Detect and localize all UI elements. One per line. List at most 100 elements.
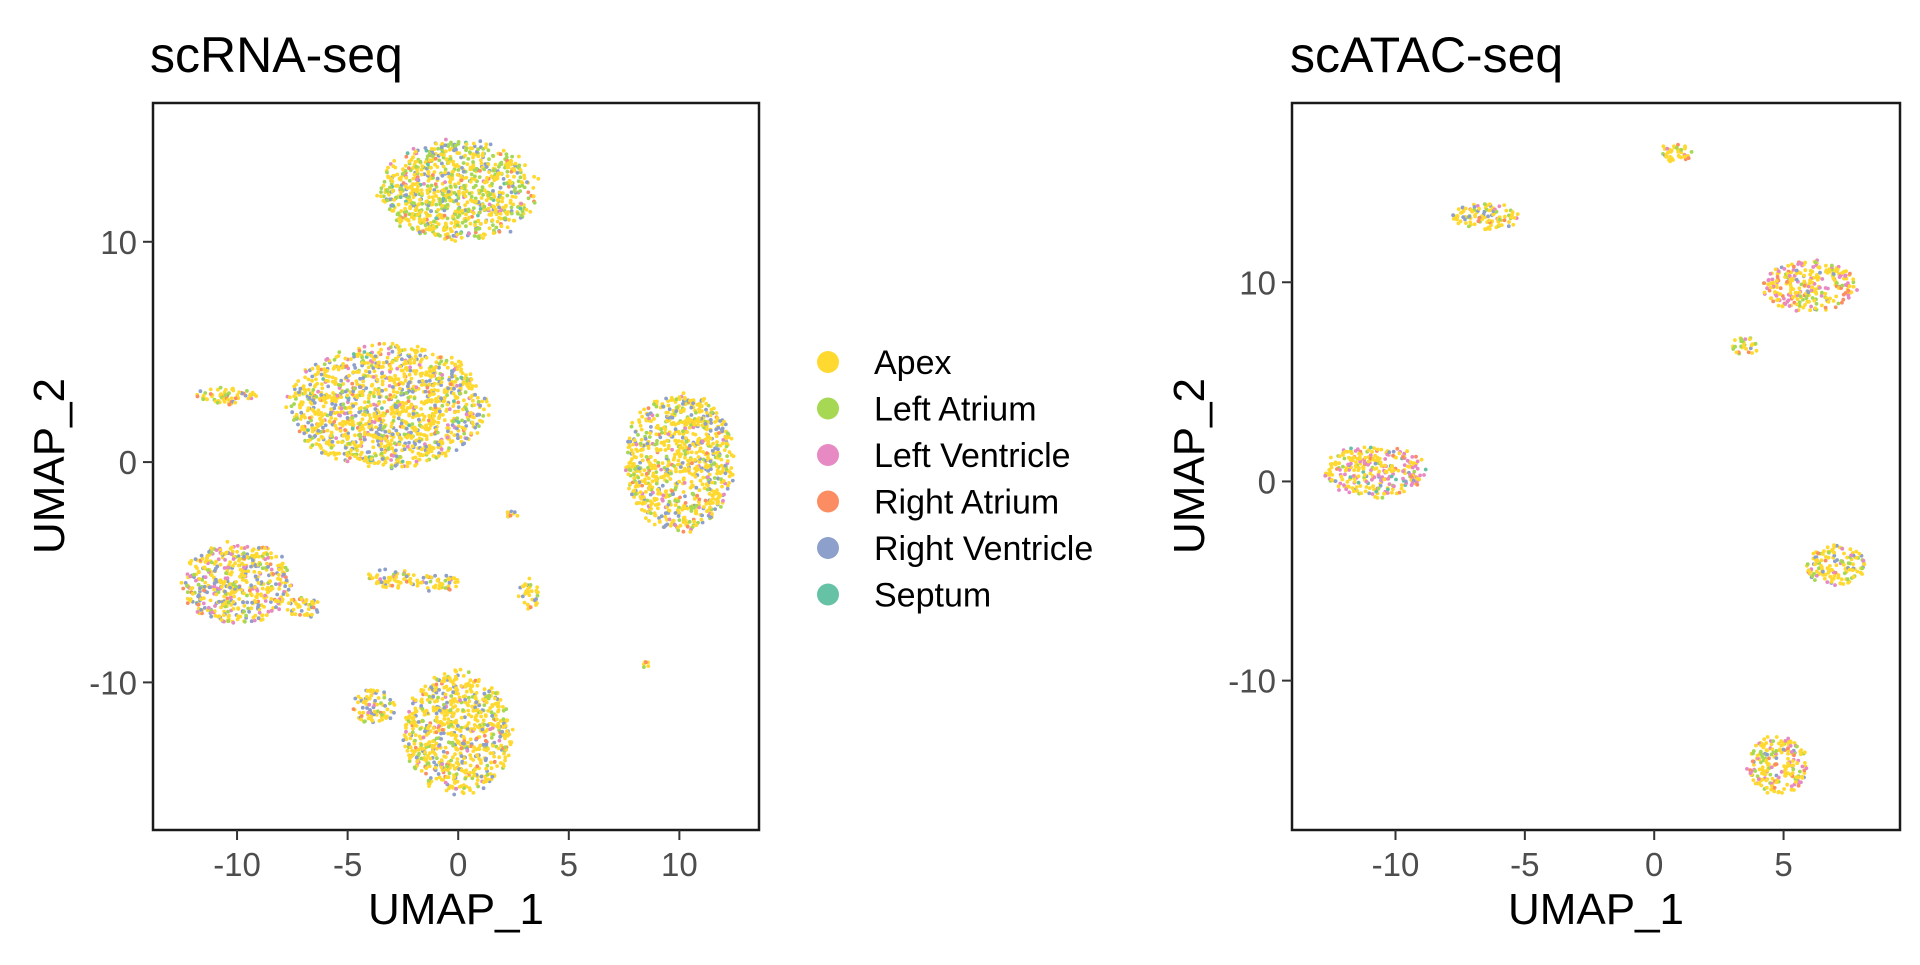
data-point <box>223 580 227 584</box>
data-point <box>219 606 223 610</box>
data-point <box>511 195 515 199</box>
data-point <box>250 601 254 605</box>
data-point <box>491 154 495 158</box>
data-point <box>382 361 386 365</box>
data-point <box>427 761 431 765</box>
data-point <box>655 482 659 486</box>
data-point <box>452 399 456 403</box>
data-point <box>419 699 423 703</box>
data-point <box>656 506 660 510</box>
data-point <box>456 142 460 146</box>
data-point <box>322 405 326 409</box>
data-point <box>222 595 226 599</box>
data-point <box>209 599 213 603</box>
data-point <box>496 710 500 714</box>
data-point <box>484 713 488 717</box>
data-point <box>1452 217 1456 221</box>
data-point <box>711 449 715 453</box>
data-point <box>432 191 436 195</box>
data-point <box>450 785 454 789</box>
data-point <box>413 766 417 770</box>
data-point <box>431 695 435 699</box>
data-point <box>298 613 302 617</box>
data-point <box>375 689 379 693</box>
data-point <box>415 170 419 174</box>
data-point <box>210 561 214 565</box>
data-point <box>716 502 720 506</box>
data-point <box>478 139 482 143</box>
data-point <box>381 379 385 383</box>
data-point <box>455 688 459 692</box>
data-point <box>632 489 636 493</box>
data-point <box>326 429 330 433</box>
data-point <box>459 367 463 371</box>
data-point <box>340 440 344 444</box>
data-point <box>462 170 466 174</box>
data-point <box>315 442 319 446</box>
data-point <box>213 569 217 573</box>
data-point <box>294 612 298 616</box>
data-point <box>414 160 418 164</box>
data-point <box>367 703 371 707</box>
data-point <box>528 577 532 581</box>
data-point <box>441 192 445 196</box>
data-point <box>234 580 238 584</box>
data-point <box>705 482 709 486</box>
data-point <box>265 552 269 556</box>
data-point <box>244 614 248 618</box>
data-point <box>695 523 699 527</box>
data-point <box>373 369 377 373</box>
data-point <box>494 163 498 167</box>
data-point <box>426 184 430 188</box>
data-point <box>694 475 698 479</box>
data-point <box>695 494 699 498</box>
data-point <box>360 714 364 718</box>
data-point <box>405 575 409 579</box>
data-point <box>640 428 644 432</box>
data-point <box>202 602 206 606</box>
data-point <box>639 424 643 428</box>
data-point <box>408 355 412 359</box>
data-point <box>403 433 407 437</box>
data-point <box>300 597 304 601</box>
data-point <box>453 733 457 737</box>
data-point <box>1511 210 1515 214</box>
data-point <box>336 394 340 398</box>
data-point <box>389 442 393 446</box>
data-point <box>705 436 709 440</box>
data-point <box>655 449 659 453</box>
data-point <box>1463 218 1467 222</box>
data-point <box>452 234 456 238</box>
data-point <box>454 787 458 791</box>
data-point <box>388 698 392 702</box>
data-point <box>425 693 429 697</box>
data-point <box>296 423 300 427</box>
data-point <box>427 731 431 735</box>
data-point <box>243 546 247 550</box>
data-point <box>412 369 416 373</box>
x-axis-title-scrna: UMAP_1 <box>368 885 544 934</box>
data-point <box>439 355 443 359</box>
data-point <box>463 154 467 158</box>
data-point <box>397 351 401 355</box>
data-point <box>231 621 235 625</box>
data-point <box>472 152 476 156</box>
data-point <box>408 205 412 209</box>
data-point <box>454 395 458 399</box>
data-point <box>406 464 410 468</box>
data-point <box>389 204 393 208</box>
data-point <box>669 477 673 481</box>
data-point <box>417 440 421 444</box>
data-point <box>210 611 214 615</box>
data-point <box>451 404 455 408</box>
data-point <box>446 366 450 370</box>
data-point <box>469 764 473 768</box>
data-point <box>180 581 184 585</box>
data-point <box>691 432 695 436</box>
data-point <box>396 400 400 404</box>
data-point <box>346 421 350 425</box>
data-point <box>446 436 450 440</box>
data-point <box>706 456 710 460</box>
data-point <box>397 377 401 381</box>
data-point <box>678 397 682 401</box>
